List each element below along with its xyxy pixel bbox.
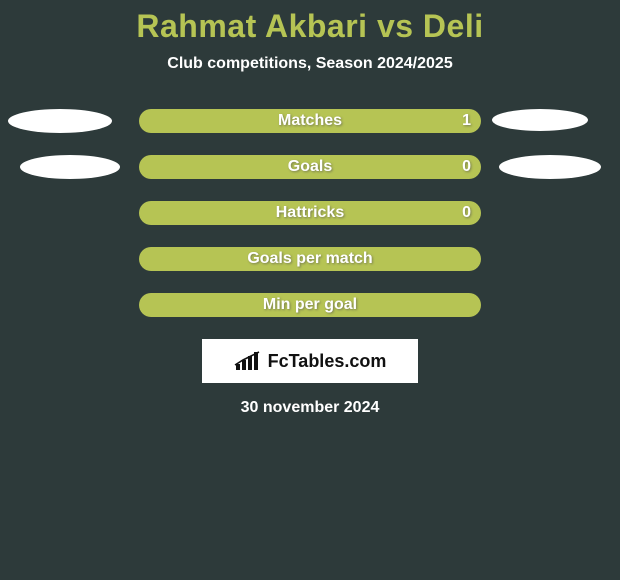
decorative-ellipse — [492, 109, 588, 131]
stat-bar-label: Min per goal — [139, 293, 481, 317]
chart-bars-icon — [234, 350, 262, 372]
stat-bar-value: 0 — [462, 155, 471, 179]
chart-area: Matches1Goals0Hattricks0Goals per matchM… — [0, 109, 620, 417]
footer-date: 30 november 2024 — [0, 399, 620, 417]
stats-comparison-card: Rahmat Akbari vs Deli Club competitions,… — [0, 0, 620, 580]
decorative-ellipse — [499, 155, 601, 179]
stat-bar-label: Hattricks — [139, 201, 481, 225]
stat-bar: Goals per match — [139, 247, 481, 271]
stat-bar-label: Goals per match — [139, 247, 481, 271]
logo-text: FcTables.com — [268, 351, 387, 372]
logo-box: FcTables.com — [202, 339, 418, 383]
stat-bar-label: Matches — [139, 109, 481, 133]
page-title: Rahmat Akbari vs Deli — [0, 0, 620, 45]
stat-bar-value: 0 — [462, 201, 471, 225]
stat-bar: Hattricks0 — [139, 201, 481, 225]
stat-bar-label: Goals — [139, 155, 481, 179]
stat-bar: Goals0 — [139, 155, 481, 179]
stat-bar: Matches1 — [139, 109, 481, 133]
stat-bar: Min per goal — [139, 293, 481, 317]
decorative-ellipse — [20, 155, 120, 179]
stat-bar-value: 1 — [462, 109, 471, 133]
subtitle: Club competitions, Season 2024/2025 — [0, 55, 620, 73]
bars-container: Matches1Goals0Hattricks0Goals per matchM… — [139, 109, 481, 317]
decorative-ellipse — [8, 109, 112, 133]
